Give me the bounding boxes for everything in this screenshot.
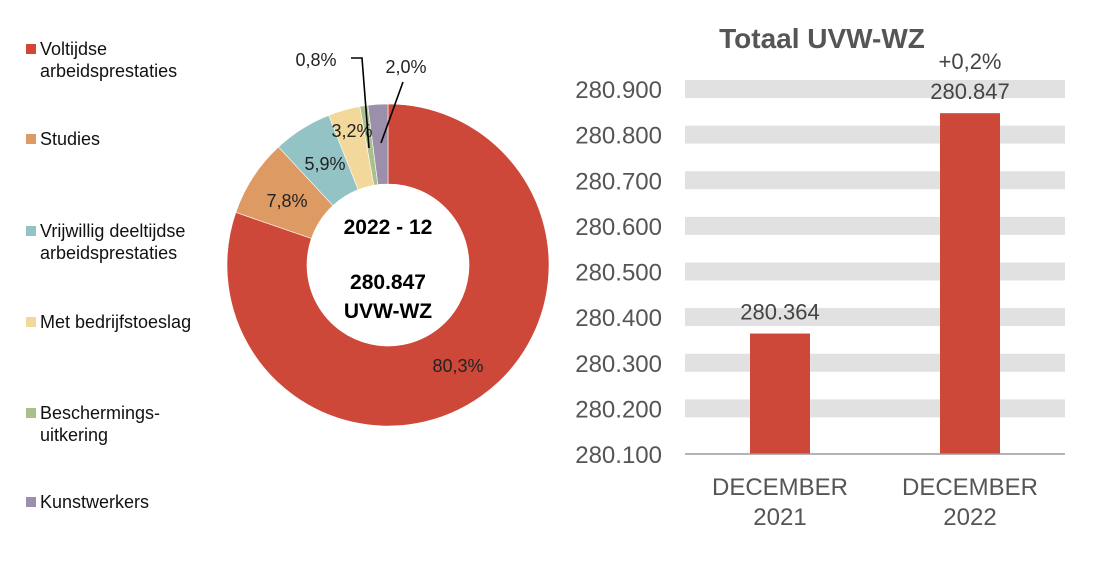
grid-band bbox=[685, 353, 1065, 372]
x-tick-label: DECEMBER bbox=[712, 474, 848, 501]
y-tick-label: 280.100 bbox=[575, 442, 662, 469]
legend-swatch bbox=[26, 226, 36, 236]
legend-label: Voltijdse arbeidsprestaties bbox=[40, 39, 178, 81]
legend-label: Met bedrijfstoeslag bbox=[40, 312, 192, 332]
grid-band bbox=[685, 80, 1065, 98]
legend-label: Kunstwerkers bbox=[40, 492, 150, 512]
legend-label: Studies bbox=[40, 129, 101, 149]
slice-label-voltijdse: 80,3% bbox=[432, 356, 483, 376]
slice-label-vrijwillig: 5,9% bbox=[304, 154, 345, 174]
x-tick-label: DECEMBER bbox=[902, 474, 1038, 501]
grid-band bbox=[685, 171, 1065, 190]
y-tick-label: 280.700 bbox=[575, 168, 662, 195]
grid-band bbox=[685, 216, 1065, 235]
legend-swatch bbox=[26, 317, 36, 327]
slice-label-beschermingsuitkering: 0,8% bbox=[295, 50, 336, 70]
leader-line-kunstwerkers bbox=[380, 81, 404, 144]
bar-0 bbox=[750, 333, 810, 454]
y-tick-label: 280.900 bbox=[575, 77, 662, 104]
y-tick-label: 280.500 bbox=[575, 260, 662, 287]
change-label: +0,2% bbox=[939, 49, 1002, 74]
bar-value-label: 280.847 bbox=[930, 79, 1010, 104]
grid-band bbox=[685, 399, 1065, 418]
grid-band bbox=[685, 262, 1065, 281]
leader-line-beschermingsuitkering bbox=[351, 57, 370, 149]
donut-chart: 2022 - 12 280.847 UVW-WZ 80,3% 7,8% 5,9%… bbox=[226, 50, 550, 427]
donut-center-title: 2022 - 12 bbox=[344, 216, 433, 239]
legend-swatch bbox=[26, 408, 36, 418]
legend-label: Vrijwillig deeltijdse arbeidsprestaties bbox=[40, 221, 186, 263]
y-tick-label: 280.300 bbox=[575, 351, 662, 378]
legend-swatch bbox=[26, 44, 36, 54]
y-tick-label: 280.400 bbox=[575, 305, 662, 332]
donut-center-unit: UVW-WZ bbox=[344, 300, 432, 323]
legend-swatch bbox=[26, 497, 36, 507]
y-tick-label: 280.800 bbox=[575, 123, 662, 150]
bar-value-label: 280.364 bbox=[740, 300, 820, 325]
donut-hole bbox=[307, 184, 469, 346]
x-tick-label: 2021 bbox=[753, 504, 806, 531]
slice-label-bedrijfstoeslag: 3,2% bbox=[331, 121, 372, 141]
y-tick-label: 280.600 bbox=[575, 214, 662, 241]
bar-1 bbox=[940, 113, 1000, 455]
y-tick-label: 280.200 bbox=[575, 396, 662, 423]
grid-band bbox=[685, 125, 1065, 144]
slice-label-kunstwerkers: 2,0% bbox=[385, 57, 426, 77]
legend-swatch bbox=[26, 134, 36, 144]
bar-chart-title: Totaal UVW-WZ bbox=[719, 23, 925, 54]
x-tick-label: 2022 bbox=[943, 504, 996, 531]
slice-label-studies: 7,8% bbox=[266, 191, 307, 211]
legend-label: Beschermings- uitkering bbox=[40, 403, 161, 445]
donut-slice-0 bbox=[226, 103, 550, 427]
donut-center-value: 280.847 bbox=[350, 271, 426, 294]
